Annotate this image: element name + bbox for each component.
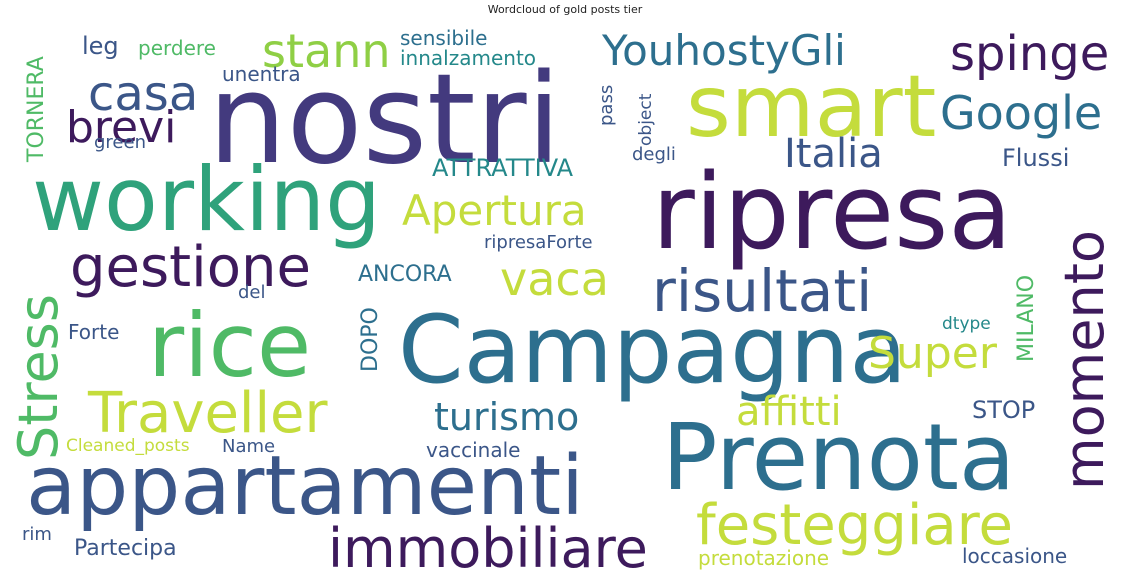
word-vaccinale: vaccinale	[426, 438, 521, 462]
word-attrattiva: ATTRATTIVA	[432, 154, 573, 182]
word-cleaned-posts: Cleaned_posts	[66, 436, 190, 456]
word-prenota: Prenota	[662, 404, 1016, 511]
word-name: Name	[222, 436, 276, 457]
word-immobiliare: immobiliare	[328, 517, 648, 576]
word-innalzamento: innalzamento	[400, 46, 537, 70]
word-google: Google	[940, 86, 1103, 140]
word-brevi: brevi	[66, 102, 177, 153]
word-youhostygli: YouhostyGli	[602, 26, 846, 75]
word-affitti: affitti	[736, 389, 842, 435]
word-smart: smart	[686, 57, 937, 157]
word-rice: rice	[148, 294, 312, 397]
word-risultati: risultati	[652, 257, 873, 325]
word-italia: Italia	[784, 131, 883, 177]
word-appartamenti: appartamenti	[26, 439, 584, 534]
word-gestione: gestione	[70, 235, 311, 300]
word-casa: casa	[88, 66, 199, 122]
word-rim: rim	[22, 524, 52, 545]
word-spinge: spinge	[950, 26, 1110, 82]
word-prenotazione: prenotazione	[698, 546, 830, 570]
word-object: object	[636, 93, 656, 146]
word-forte: Forte	[68, 320, 120, 344]
word-sensibile: sensibile	[400, 26, 488, 50]
word-milano: MILANO	[1014, 274, 1039, 362]
word-super: Super	[868, 328, 997, 379]
word-flussi: Flussi	[1002, 144, 1070, 172]
word-green: green	[94, 132, 146, 153]
word-momento: momento	[1053, 230, 1116, 490]
word-pass: pass	[596, 84, 617, 126]
word-loccasione: loccasione	[962, 544, 1068, 568]
word-unentra: unentra	[222, 62, 301, 86]
word-partecipa: Partecipa	[74, 536, 177, 561]
word-ripresaforte: ripresaForte	[484, 232, 593, 253]
word-degli: degli	[632, 144, 676, 165]
word-del: del	[238, 282, 266, 303]
word-stann: stann	[262, 24, 391, 78]
word-turismo: turismo	[434, 395, 580, 439]
word-cloud: nostri smart ripresa working Campagna ri…	[12, 22, 1118, 576]
word-traveller: Traveller	[88, 381, 328, 446]
word-festeggiare: festeggiare	[696, 493, 1013, 558]
word-dopo: DOPO	[358, 307, 383, 372]
word-apertura: Apertura	[402, 186, 587, 235]
word-working: working	[32, 148, 382, 251]
word-nostri: nostri	[208, 48, 562, 192]
word-ripresa: ripresa	[652, 151, 1013, 273]
word-tornera: TORNERA	[24, 56, 49, 162]
word-stop: STOP	[972, 396, 1036, 424]
word-stress: Stress	[12, 294, 70, 460]
word-leg: leg	[82, 32, 119, 60]
word-ancora: ANCORA	[358, 262, 452, 287]
word-campagna: Campagna	[398, 296, 907, 405]
word-dtype: dtype	[942, 314, 991, 334]
chart-title: Wordcloud of gold posts tier	[487, 3, 643, 16]
word-vaca: vaca	[500, 252, 609, 306]
word-perdere: perdere	[138, 36, 216, 60]
